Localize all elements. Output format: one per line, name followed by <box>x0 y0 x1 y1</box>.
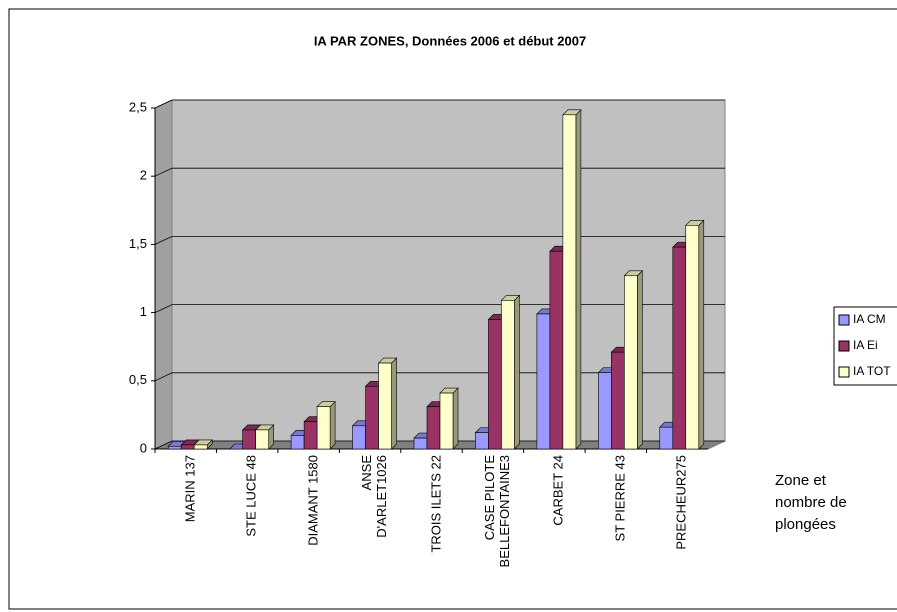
bar-group <box>623 270 644 450</box>
y-tick-label: 1 <box>140 304 147 319</box>
bar <box>439 392 454 450</box>
bar-side <box>391 357 397 450</box>
bar <box>598 372 612 450</box>
bar <box>413 437 428 450</box>
legend-label: IA Ei <box>853 338 878 352</box>
bar-group <box>500 294 521 450</box>
grid-line <box>154 167 725 177</box>
bar <box>426 406 441 450</box>
y-tick-label: 2,5 <box>129 99 147 114</box>
bar <box>536 313 551 450</box>
bar <box>611 351 625 450</box>
bar <box>180 444 195 450</box>
legend-swatch <box>838 340 850 352</box>
bar <box>562 114 577 450</box>
bar <box>475 432 489 450</box>
grid-line <box>154 99 725 109</box>
x-tick-label: MARIN 137 <box>182 455 198 523</box>
bar-side <box>637 270 643 450</box>
bar <box>624 275 638 450</box>
bar-group <box>685 219 705 450</box>
bar <box>501 300 515 450</box>
bar <box>659 426 674 450</box>
y-tick-label: 1,5 <box>129 236 147 251</box>
y-tick-label: 0 <box>140 440 147 455</box>
bar-group <box>254 424 275 450</box>
grid-line <box>154 304 725 313</box>
x-tick-label: TROIS ILETS 22 <box>428 455 443 553</box>
bar <box>378 362 392 450</box>
bar-side <box>698 219 705 450</box>
legend-label: IA CM <box>853 312 886 326</box>
bar <box>549 250 564 450</box>
bar-group <box>439 387 459 450</box>
y-tick-label: 0,5 <box>129 372 147 387</box>
bar <box>672 246 687 450</box>
bar <box>255 429 269 450</box>
bar <box>303 421 318 450</box>
bar-group <box>316 400 336 450</box>
bar-group <box>377 357 398 450</box>
side-wall <box>154 99 173 450</box>
bar <box>316 406 331 450</box>
bar-side <box>329 400 336 450</box>
bar-side <box>575 109 582 450</box>
grid-line <box>154 235 725 245</box>
legend-label: IA TOT <box>853 364 891 378</box>
bar <box>193 444 208 450</box>
bar-side <box>452 387 459 450</box>
legend-swatch <box>838 314 850 326</box>
x-tick-label: ANSE D'ARLET1026 <box>359 455 390 538</box>
bar <box>352 425 366 450</box>
x-tick-label: CARBET 24 <box>550 455 566 526</box>
legend-swatch <box>838 366 850 378</box>
bar <box>685 225 700 450</box>
x-tick-label: STE LUCE 48 <box>243 455 259 537</box>
x-axis-label: Zone et nombre de plongées <box>775 472 847 533</box>
bar <box>488 319 502 450</box>
bar <box>242 429 256 450</box>
bar <box>290 435 305 450</box>
bar <box>365 385 379 450</box>
bar-group <box>193 439 213 450</box>
x-tick-label: PRECHEUR275 <box>673 455 689 550</box>
x-tick-label: DIAMANT 1580 <box>305 455 321 546</box>
bar-side <box>514 294 520 450</box>
bar-group <box>562 109 582 450</box>
x-tick-label: CASE PILOTE BELLEFONTAINE3 <box>481 455 512 568</box>
chart-title: IA PAR ZONES, Données 2006 et début 2007 <box>314 33 586 48</box>
x-tick-label: ST PIERRE 43 <box>612 455 628 542</box>
y-tick-label: 2 <box>140 168 147 183</box>
bar <box>167 445 182 450</box>
